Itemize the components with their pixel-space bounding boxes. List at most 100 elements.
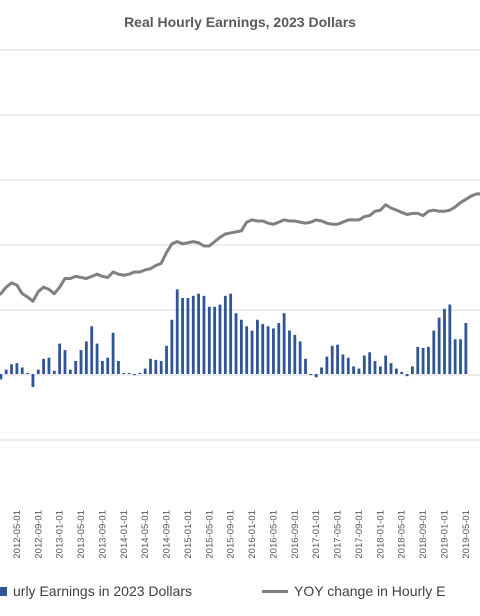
bar	[106, 357, 110, 374]
bar	[304, 358, 307, 374]
x-tick-label: 2014-01-01	[119, 510, 130, 559]
bar	[357, 368, 361, 374]
bar	[421, 347, 425, 374]
bar	[411, 366, 414, 374]
bar	[26, 372, 29, 374]
bar	[298, 341, 302, 374]
bar	[256, 319, 259, 374]
bar	[288, 330, 291, 374]
bar	[175, 289, 179, 374]
legend-swatch-line	[262, 589, 288, 593]
bar	[400, 371, 404, 374]
bar	[133, 374, 136, 376]
bar	[42, 358, 45, 374]
legend-label-line: YOY change in Hourly E	[294, 583, 446, 599]
bar	[213, 306, 217, 374]
bar	[416, 346, 420, 375]
bar	[127, 372, 131, 374]
bar	[90, 326, 94, 374]
x-tick-label: 2016-01-01	[247, 510, 258, 559]
bar	[117, 360, 120, 374]
bar	[405, 374, 409, 377]
bar	[170, 319, 174, 374]
legend-item-bar: urly Earnings in 2023 Dollars	[0, 583, 192, 599]
bar	[427, 346, 430, 375]
bar	[68, 369, 72, 374]
chart-title: Real Hourly Earnings, 2023 Dollars	[124, 14, 356, 30]
legend: urly Earnings in 2023 Dollars YOY change…	[0, 583, 480, 605]
bar	[79, 350, 83, 374]
bar	[384, 355, 388, 374]
bar	[143, 368, 147, 374]
x-tick-label: 2014-09-01	[162, 510, 173, 559]
gridlines	[0, 49, 480, 441]
bar	[309, 374, 313, 376]
x-tick-label: 2014-05-01	[140, 510, 151, 559]
bar	[272, 328, 275, 374]
bar	[394, 368, 398, 374]
bar	[36, 369, 40, 374]
bar	[330, 345, 334, 374]
bar	[223, 295, 227, 374]
bar	[432, 330, 436, 374]
bar	[443, 308, 446, 374]
bar	[191, 295, 195, 374]
bar	[293, 334, 297, 374]
bar	[84, 341, 88, 374]
x-tick-label: 2017-05-01	[333, 510, 344, 559]
bar	[202, 295, 206, 374]
x-tick-label: 2018-05-01	[397, 510, 408, 559]
bar	[234, 313, 238, 374]
x-tick-label: 2015-09-01	[226, 510, 237, 559]
bar	[368, 352, 372, 374]
bar	[63, 350, 67, 374]
bar	[229, 293, 233, 374]
bar	[0, 374, 3, 380]
bar	[159, 360, 163, 374]
bar	[4, 369, 8, 374]
bar	[165, 345, 168, 374]
bar	[314, 374, 318, 378]
bar	[149, 358, 152, 374]
bar-series	[0, 289, 468, 388]
bar	[239, 319, 243, 374]
x-tick-label: 2013-09-01	[97, 510, 108, 559]
bar	[277, 323, 281, 374]
bar	[362, 355, 366, 374]
bar	[320, 367, 323, 374]
bar	[138, 372, 142, 374]
bar	[101, 360, 104, 374]
bar	[10, 364, 13, 374]
x-tick-label: 2012-09-01	[33, 510, 44, 559]
x-tick-label: 2016-05-01	[268, 510, 279, 559]
bar	[58, 343, 62, 374]
x-tick-label: 2017-01-01	[311, 510, 322, 559]
legend-item-line: YOY change in Hourly E	[262, 583, 446, 599]
bar	[31, 374, 35, 388]
x-tick-label: 2019-05-01	[461, 510, 472, 559]
bar	[453, 339, 457, 374]
bar	[52, 370, 56, 374]
bar	[389, 363, 393, 374]
x-tick-label: 2017-09-01	[354, 510, 365, 559]
x-tick-label: 2019-01-01	[439, 510, 450, 559]
bar	[186, 298, 190, 374]
bar	[373, 360, 377, 374]
legend-label-bar: urly Earnings in 2023 Dollars	[13, 583, 192, 599]
bar	[197, 293, 201, 374]
bar	[74, 360, 78, 374]
bar	[261, 324, 265, 374]
bar	[266, 326, 270, 374]
x-tick-label: 2013-05-01	[76, 510, 87, 559]
x-tick-label: 2016-09-01	[290, 510, 301, 559]
line-series-yoy	[0, 192, 480, 303]
bar	[154, 359, 158, 374]
bar	[346, 357, 350, 374]
bar	[459, 339, 462, 374]
bar	[15, 363, 19, 374]
x-tick-label: 2013-01-01	[55, 510, 66, 559]
bar	[111, 332, 115, 374]
bar	[20, 367, 24, 374]
bar	[464, 323, 468, 374]
bar	[47, 357, 51, 374]
